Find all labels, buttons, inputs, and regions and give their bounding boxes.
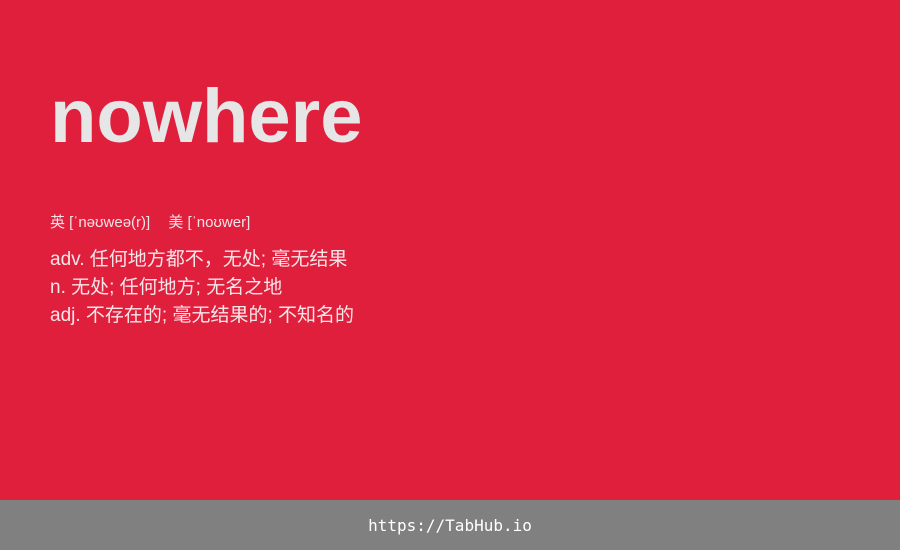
phonetic-us: 美 [ˈnoʊwer] — [168, 214, 251, 231]
headword: nowhere — [50, 74, 363, 159]
phonetics: 英 [ˈnəʊweə(r)] 美 [ˈnoʊwer] — [50, 212, 250, 234]
definition-adv: adv. 任何地方都不，无处; 毫无结果 — [50, 249, 348, 270]
phonetic-uk: 英 [ˈnəʊweə(r)] — [50, 214, 151, 231]
definition-list: adv. 任何地方都不，无处; 毫无结果 n. 无处; 任何地方; 无名之地 a… — [50, 246, 354, 330]
footer-bar: https://TabHub.io — [0, 500, 900, 550]
definition-adj: adj. 不存在的; 毫无结果的; 不知名的 — [50, 305, 355, 326]
definition-noun: n. 无处; 任何地方; 无名之地 — [50, 277, 283, 298]
footer-link[interactable]: https://TabHub.io — [368, 515, 532, 535]
